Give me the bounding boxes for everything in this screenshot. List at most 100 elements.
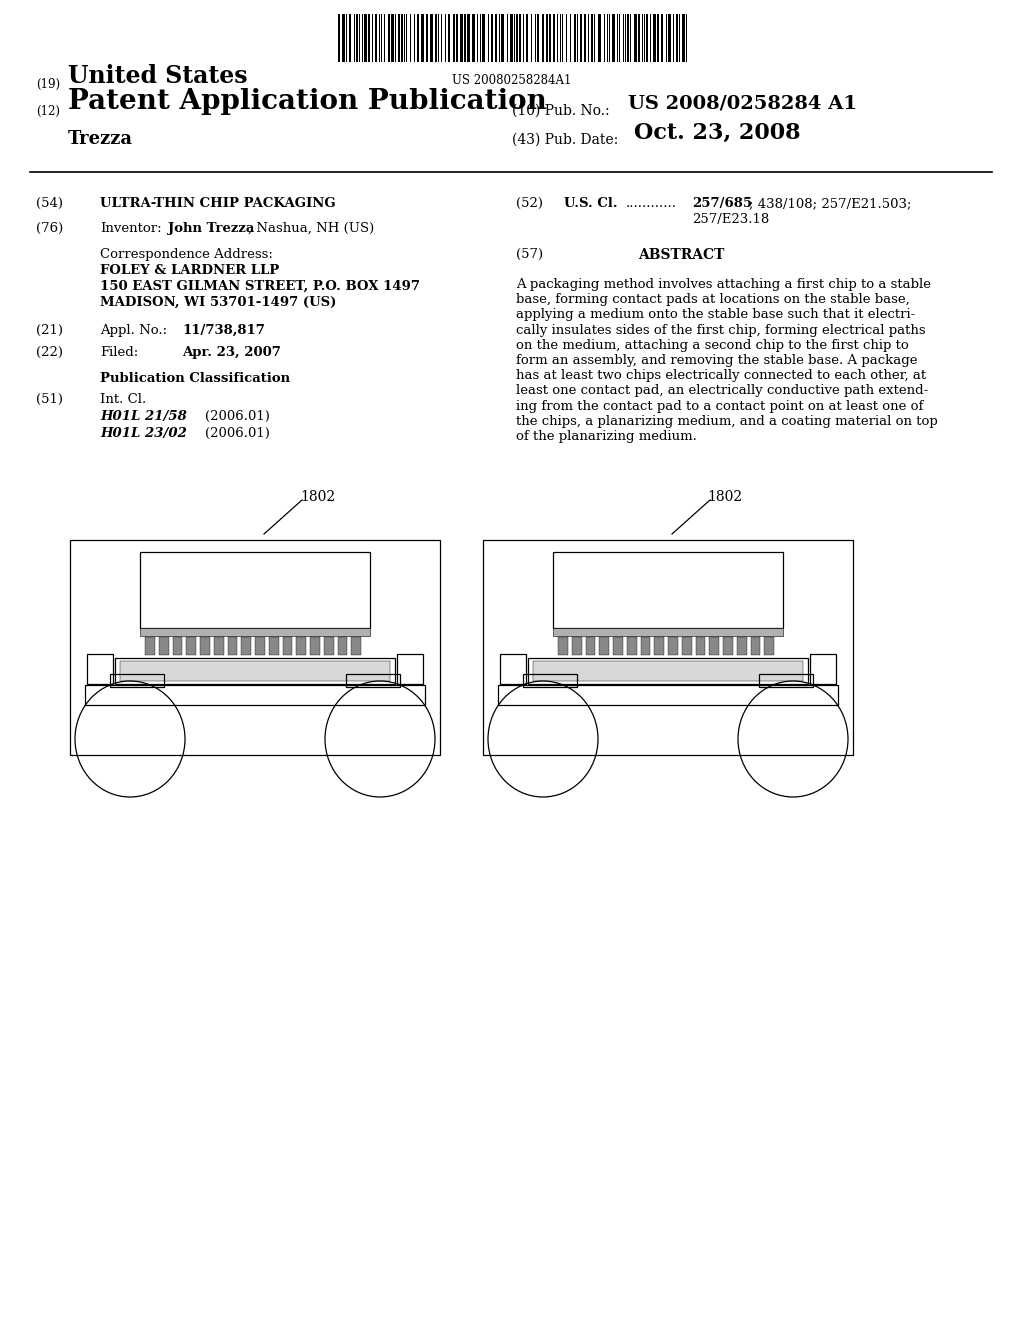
Text: 257/685: 257/685 bbox=[692, 197, 752, 210]
Bar bbox=[435, 15, 437, 62]
Bar bbox=[430, 15, 433, 62]
Text: (76): (76) bbox=[36, 222, 63, 235]
Bar bbox=[574, 15, 575, 62]
Text: 150 EAST GILMAN STREET, P.O. BOX 1497: 150 EAST GILMAN STREET, P.O. BOX 1497 bbox=[100, 280, 420, 293]
Text: Apr. 23, 2007: Apr. 23, 2007 bbox=[182, 346, 281, 359]
Bar bbox=[338, 638, 347, 655]
Bar bbox=[558, 638, 568, 655]
Text: US 20080258284A1: US 20080258284A1 bbox=[453, 74, 571, 87]
Text: ULTRA-THIN CHIP PACKAGING: ULTRA-THIN CHIP PACKAGING bbox=[100, 197, 336, 210]
Text: H01L 21/58: H01L 21/58 bbox=[100, 411, 186, 422]
Text: cally insulates sides of the first chip, forming electrical paths: cally insulates sides of the first chip,… bbox=[516, 323, 926, 337]
Text: (19): (19) bbox=[36, 78, 60, 91]
Text: Int. Cl.: Int. Cl. bbox=[100, 393, 146, 407]
Bar bbox=[584, 15, 586, 62]
Text: John Trezza: John Trezza bbox=[168, 222, 254, 235]
Bar bbox=[710, 638, 719, 655]
Text: Inventor:: Inventor: bbox=[100, 222, 162, 235]
Bar bbox=[140, 552, 370, 628]
Bar bbox=[397, 653, 423, 684]
Text: , Nashua, NH (US): , Nashua, NH (US) bbox=[248, 222, 374, 235]
Text: least one contact pad, an electrically conductive path extend-: least one contact pad, an electrically c… bbox=[516, 384, 928, 397]
Bar bbox=[338, 15, 340, 62]
Bar bbox=[553, 15, 555, 62]
Bar bbox=[676, 15, 678, 62]
Text: US 2008/0258284 A1: US 2008/0258284 A1 bbox=[628, 95, 857, 114]
Bar bbox=[482, 15, 485, 62]
Text: Oct. 23, 2008: Oct. 23, 2008 bbox=[634, 121, 801, 144]
Bar bbox=[421, 15, 424, 62]
Bar bbox=[549, 15, 551, 62]
Bar bbox=[324, 638, 334, 655]
Bar bbox=[310, 638, 319, 655]
Bar bbox=[472, 15, 475, 62]
Bar bbox=[426, 15, 428, 62]
Bar bbox=[523, 675, 577, 686]
Bar bbox=[546, 15, 548, 62]
Bar bbox=[283, 638, 293, 655]
Text: FOLEY & LARDNER LLP: FOLEY & LARDNER LLP bbox=[100, 264, 280, 277]
Bar bbox=[87, 653, 113, 684]
Bar bbox=[342, 15, 345, 62]
Bar bbox=[227, 638, 238, 655]
Text: Publication Classification: Publication Classification bbox=[100, 372, 290, 385]
Bar bbox=[613, 638, 623, 655]
Text: MADISON, WI 53701-1497 (US): MADISON, WI 53701-1497 (US) bbox=[100, 296, 336, 309]
Bar bbox=[662, 15, 663, 62]
Text: the chips, a planarizing medium, and a coating material on top: the chips, a planarizing medium, and a c… bbox=[516, 414, 938, 428]
Bar bbox=[638, 15, 640, 62]
Bar bbox=[268, 638, 279, 655]
Text: 1802: 1802 bbox=[708, 490, 742, 504]
Bar bbox=[668, 15, 671, 62]
Text: on the medium, attaching a second chip to the first chip to: on the medium, attaching a second chip t… bbox=[516, 339, 908, 352]
Bar bbox=[519, 15, 521, 62]
Text: ; 438/108; 257/E21.503;: ; 438/108; 257/E21.503; bbox=[749, 197, 911, 210]
Bar bbox=[542, 15, 544, 62]
Bar bbox=[627, 638, 637, 655]
Text: 11/738,817: 11/738,817 bbox=[182, 323, 265, 337]
Bar bbox=[653, 15, 656, 62]
Text: H01L 23/02: H01L 23/02 bbox=[100, 426, 186, 440]
Text: Trezza: Trezza bbox=[68, 129, 133, 148]
Bar bbox=[682, 638, 691, 655]
Bar bbox=[115, 657, 395, 684]
Bar bbox=[580, 15, 582, 62]
Bar bbox=[449, 15, 450, 62]
Bar bbox=[537, 15, 539, 62]
Bar bbox=[553, 552, 783, 628]
Bar bbox=[186, 638, 197, 655]
Bar bbox=[456, 15, 458, 62]
Bar bbox=[498, 685, 838, 705]
Bar bbox=[349, 15, 351, 62]
Bar bbox=[85, 685, 425, 705]
Bar bbox=[495, 15, 497, 62]
Bar bbox=[759, 675, 813, 686]
Text: base, forming contact pads at locations on the stable base,: base, forming contact pads at locations … bbox=[516, 293, 909, 306]
Bar bbox=[634, 15, 637, 62]
Text: applying a medium onto the stable base such that it electri-: applying a medium onto the stable base s… bbox=[516, 309, 915, 321]
Bar bbox=[351, 638, 361, 655]
Bar bbox=[368, 15, 370, 62]
Text: form an assembly, and removing the stable base. A package: form an assembly, and removing the stabl… bbox=[516, 354, 918, 367]
Text: (51): (51) bbox=[36, 393, 63, 407]
Bar bbox=[398, 15, 400, 62]
Bar bbox=[255, 638, 265, 655]
Text: ing from the contact pad to a contact point on at least one of: ing from the contact pad to a contact po… bbox=[516, 400, 924, 413]
Bar bbox=[140, 628, 370, 636]
Bar bbox=[296, 638, 306, 655]
Text: (2006.01): (2006.01) bbox=[205, 426, 270, 440]
Bar bbox=[528, 657, 808, 684]
Bar bbox=[391, 15, 394, 62]
Bar bbox=[553, 628, 783, 636]
Bar bbox=[640, 638, 650, 655]
Bar bbox=[810, 653, 836, 684]
Text: (12): (12) bbox=[36, 106, 60, 117]
Text: has at least two chips electrically connected to each other, at: has at least two chips electrically conn… bbox=[516, 370, 926, 383]
Bar bbox=[501, 15, 504, 62]
Bar bbox=[646, 15, 648, 62]
Bar bbox=[120, 661, 390, 681]
Bar bbox=[417, 15, 419, 62]
Bar bbox=[490, 15, 493, 62]
Bar bbox=[682, 15, 685, 62]
Bar bbox=[668, 638, 678, 655]
